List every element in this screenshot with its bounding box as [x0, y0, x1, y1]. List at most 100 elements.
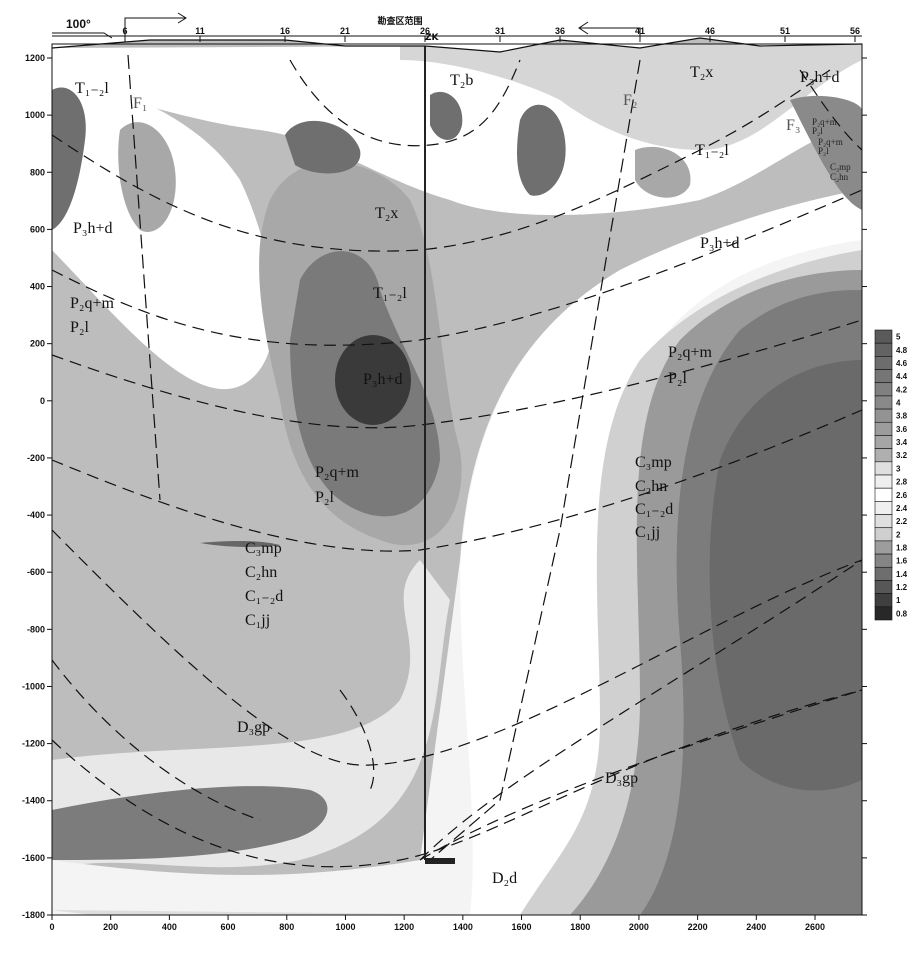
station-label: 46 — [705, 26, 715, 36]
colorbar-swatch — [874, 487, 893, 502]
azimuth-label: 100° — [66, 17, 91, 31]
station-label: 36 — [555, 26, 565, 36]
y-tick-label: 600 — [30, 224, 45, 234]
colorbar-swatch — [874, 435, 893, 449]
station-label: 41 — [635, 26, 645, 36]
colorbar-tick-label: 4.6 — [896, 359, 908, 368]
colorbar-tick-label: 4.4 — [896, 372, 908, 381]
plot-frame — [51, 43, 863, 916]
contour-fill — [52, 38, 862, 915]
y-tick-label: 400 — [30, 282, 45, 292]
colorbar-tick-label: 3.6 — [896, 425, 908, 434]
formation-label: D₃gp — [237, 719, 270, 736]
station-label: 21 — [340, 26, 350, 36]
colorbar-tick-label: 0.8 — [896, 609, 908, 618]
arrow-left-icon — [578, 21, 641, 36]
y-tick-label: -1400 — [22, 796, 45, 806]
survey-area-title: 勘查区范围 — [377, 15, 422, 27]
y-tick-label: -800 — [27, 624, 45, 634]
x-tick-label: 800 — [279, 922, 294, 932]
fault-label: F₁ — [133, 95, 147, 112]
colorbar-tick-label: 3.8 — [896, 412, 908, 421]
x-tick-label: 2600 — [805, 922, 825, 932]
formation-label: P₂l — [315, 489, 334, 506]
colorbar-tick-label: 1.2 — [896, 583, 908, 592]
formation-label: P₂q+m — [812, 117, 837, 127]
colorbar-swatch — [874, 408, 893, 423]
formation-label: P₃h+d — [363, 371, 403, 388]
formation-label: P₂l — [668, 370, 687, 387]
colorbar-tick-label: 1 — [896, 596, 901, 605]
colorbar-swatch — [874, 382, 893, 397]
formation-label: C₁jj — [635, 524, 660, 541]
formation-label: T₁₋₂l — [75, 80, 109, 97]
station-label: 56 — [850, 26, 860, 36]
formation-label: T₁₋₂l — [695, 142, 729, 159]
y-tick-label: -200 — [27, 453, 45, 463]
x-tick-label: 600 — [221, 922, 236, 932]
colorbar-tick-label: 2.8 — [896, 478, 908, 487]
colorbar-swatch — [874, 606, 893, 621]
x-tick-label: 0 — [49, 922, 54, 932]
formation-label: T₁₋₂l — [373, 285, 407, 302]
arrow-right-icon — [124, 12, 187, 36]
formation-label: C₃mp — [830, 162, 851, 172]
colorbar-tick-label: 4 — [896, 399, 901, 408]
colorbar-swatch — [874, 527, 893, 542]
colorbar-tick-label: 2.2 — [896, 517, 908, 526]
colorbar-swatch — [874, 593, 893, 608]
formation-label: P₂l — [70, 319, 89, 336]
formation-label: P₃h+d — [700, 235, 740, 252]
station-label: 31 — [495, 26, 505, 36]
y-tick-label: -1600 — [22, 853, 45, 863]
formation-label: P₂q+m — [668, 344, 713, 361]
y-tick-label: -1800 — [22, 910, 45, 920]
colorbar-tick-label: 1.6 — [896, 557, 908, 566]
x-tick-label: 1200 — [394, 922, 414, 932]
colorbar-swatch — [874, 342, 893, 357]
x-tick-label: 1800 — [570, 922, 590, 932]
colorbar-tick-label: 2.6 — [896, 491, 908, 500]
colorbar-tick-label: 4.2 — [896, 385, 908, 394]
y-tick-label: 1200 — [25, 53, 45, 63]
formation-label: C₃mp — [245, 540, 282, 557]
colorbar-swatch — [874, 461, 893, 476]
x-tick-label: 400 — [162, 922, 177, 932]
y-tick-label: -1000 — [22, 681, 45, 691]
colorbar-swatch — [874, 421, 893, 436]
colorbar-tick-label: 3.4 — [896, 438, 908, 447]
colorbar-swatch — [874, 514, 893, 529]
borehole-label: ZK — [425, 33, 440, 43]
station-label: 26 — [420, 26, 430, 36]
formation-label: D₃gp — [605, 770, 638, 787]
formation-label: P₂q+m — [818, 137, 843, 147]
colorbar-swatch — [874, 580, 893, 594]
formation-label: C₁₋₂d — [635, 501, 673, 518]
colorbar-swatch — [874, 474, 893, 489]
colorbar-swatch — [874, 369, 893, 384]
colorbar-tick-label: 5 — [896, 333, 901, 342]
formation-label: T₂x — [375, 205, 398, 222]
station-label: 11 — [195, 26, 205, 36]
y-tick-label: -400 — [27, 510, 45, 520]
formation-label: P₃h+d — [800, 69, 840, 86]
y-tick-label: -1200 — [22, 739, 45, 749]
colorbar-tick-label: 1.8 — [896, 544, 908, 553]
formation-label: C₂hn — [245, 564, 277, 581]
structure-lines — [51, 54, 863, 868]
colorbar-tick-label: 3.2 — [896, 451, 908, 460]
colorbar-swatch — [874, 553, 893, 568]
colorbar-tick-label: 2 — [896, 530, 901, 539]
formation-label: D₂d — [492, 870, 517, 887]
colorbar-tick-label: 2.4 — [896, 504, 908, 513]
formation-label: P₂q+m — [70, 295, 115, 312]
x-tick-label: 1400 — [453, 922, 473, 932]
station-label: 51 — [780, 26, 790, 36]
formation-label: P₃h+d — [73, 220, 113, 237]
x-tick-label: 200 — [103, 922, 118, 932]
colorbar-swatch — [874, 566, 893, 581]
formation-label: C₃mp — [635, 454, 672, 471]
station-label: 6 — [122, 26, 127, 36]
x-tick-label: 2200 — [688, 922, 708, 932]
